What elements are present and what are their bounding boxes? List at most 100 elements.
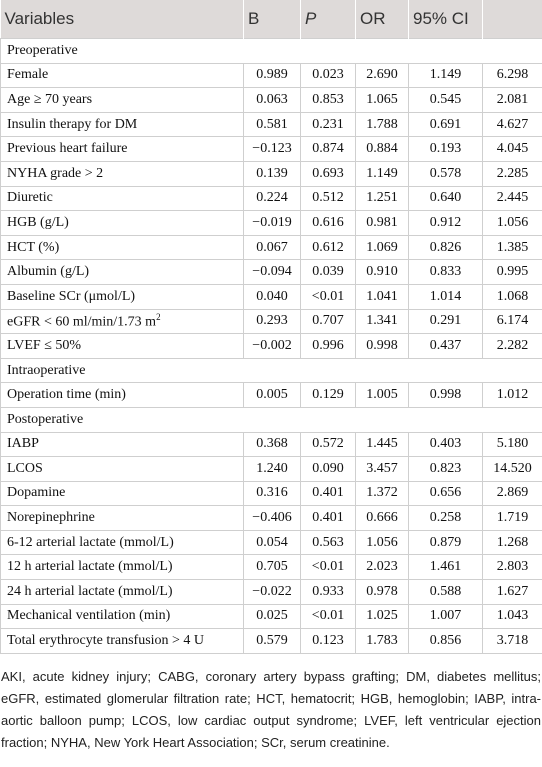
value-cell: 3.457 <box>355 456 409 482</box>
value-cell: 0.996 <box>300 333 356 359</box>
data-row: HCT (%) 0.067 0.612 1.069 0.826 1.385 <box>0 234 542 261</box>
value-cell: 4.627 <box>482 111 542 138</box>
value-cell: 0.981 <box>355 210 409 236</box>
value-cell: 0.884 <box>355 136 409 162</box>
data-row: Total erythrocyte transfusion > 4 U 0.579… <box>0 628 542 654</box>
section-name: Preoperative <box>0 38 542 64</box>
label-text: HCT (%) <box>7 239 60 255</box>
data-row: IABP 0.368 0.572 1.445 0.403 5.180 <box>0 431 542 458</box>
value-cell: 0.139 <box>243 160 301 187</box>
value-cell: 0.578 <box>408 160 483 187</box>
data-row: NYHA grade > 2 0.139 0.693 1.149 0.578 2.285 <box>0 160 542 187</box>
value-cell: −0.002 <box>243 333 301 359</box>
value-cell: 0.316 <box>243 480 301 507</box>
row-label: Norepinephrine <box>0 505 244 531</box>
value-cell: 0.063 <box>243 87 301 113</box>
section-row: Postoperative <box>0 406 542 433</box>
row-label: HGB (g/L) <box>0 210 244 236</box>
value-cell: 1.783 <box>355 628 409 654</box>
value-cell: 0.707 <box>300 308 356 335</box>
value-cell: 0.705 <box>243 554 301 581</box>
row-label: Albumin (g/L) <box>0 259 244 285</box>
row-label: eGFR < 60 ml/min/1.73 m2 <box>0 308 244 335</box>
data-row: LVEF ≤ 50% −0.002 0.996 0.998 0.437 2.282 <box>0 333 542 359</box>
label-text: Age ≥ 70 years <box>7 91 93 107</box>
value-cell: 1.065 <box>355 87 409 113</box>
value-cell: 0.978 <box>355 579 409 605</box>
value-cell: 0.025 <box>243 603 301 630</box>
row-label: Age ≥ 70 years <box>0 87 244 113</box>
row-label: Previous heart failure <box>0 136 244 162</box>
value-cell: 0.933 <box>300 579 356 605</box>
value-cell: −0.019 <box>243 210 301 236</box>
footnote: AKI, acute kidney injury; CABG, coronary… <box>1 668 541 750</box>
label-text: Total erythrocyte transfusion > 4 U <box>7 633 205 649</box>
value-cell: 0.856 <box>408 628 483 654</box>
value-cell: 1.041 <box>355 283 409 310</box>
data-row: 24 h arterial lactate (mmol/L) −0.022 0.93… <box>0 579 542 605</box>
value-cell: 0.258 <box>408 505 483 531</box>
label-text: Insulin therapy for DM <box>7 116 138 132</box>
value-cell: 1.251 <box>355 185 409 212</box>
value-cell: 1.149 <box>355 160 409 187</box>
row-label: Dopamine <box>0 480 244 507</box>
value-cell: <0.01 <box>300 283 356 310</box>
value-cell: 0.023 <box>300 62 356 89</box>
value-cell: 0.545 <box>408 87 483 113</box>
section-row: Preoperative <box>0 38 542 64</box>
row-label: Total erythrocyte transfusion > 4 U <box>0 628 244 654</box>
row-label: 24 h arterial lactate (mmol/L) <box>0 579 244 605</box>
value-cell: 0.581 <box>243 111 301 138</box>
value-cell: 2.282 <box>482 333 542 359</box>
value-cell: 1.043 <box>482 603 542 630</box>
value-cell: 0.826 <box>408 234 483 261</box>
label-text: LVEF ≤ 50% <box>7 337 82 353</box>
label-text: Dopamine <box>7 485 66 501</box>
value-cell: 0.123 <box>300 628 356 654</box>
value-cell: 0.512 <box>300 185 356 212</box>
header-cell: OR <box>355 0 409 39</box>
value-cell: 0.090 <box>300 456 356 482</box>
row-label: 12 h arterial lactate (mmol/L) <box>0 554 244 581</box>
data-row: Previous heart failure −0.123 0.874 0.884 0.… <box>0 136 542 162</box>
label-text: NYHA grade > 2 <box>7 165 104 181</box>
value-cell: 1.372 <box>355 480 409 507</box>
value-cell: 0.998 <box>408 382 483 408</box>
row-label: HCT (%) <box>0 234 244 261</box>
label-text: eGFR < 60 ml/min/1.73 m <box>7 314 157 330</box>
header-cell: Variables <box>0 0 244 39</box>
value-cell: 0.612 <box>300 234 356 261</box>
value-cell: 0.616 <box>300 210 356 236</box>
value-cell: 2.690 <box>355 62 409 89</box>
value-cell: 1.012 <box>482 382 542 408</box>
results-table: Variables B P OR 95% CI Preoperative Female 0.… <box>0 0 542 654</box>
value-cell: 0.401 <box>300 480 356 507</box>
data-row: LCOS 1.240 0.090 3.457 0.823 14.520 <box>0 456 542 482</box>
value-cell: 1.014 <box>408 283 483 310</box>
section-name: Postoperative <box>0 406 542 433</box>
value-cell: 0.853 <box>300 87 356 113</box>
value-cell: 1.069 <box>355 234 409 261</box>
value-cell: 14.520 <box>482 456 542 482</box>
value-cell: −0.094 <box>243 259 301 285</box>
label-text: Previous heart failure <box>7 141 128 157</box>
header-cell <box>482 0 542 39</box>
data-row: Mechanical ventilation (min) 0.025 <0.01 1.… <box>0 603 542 630</box>
data-row: Female 0.989 0.023 2.690 1.149 6.298 <box>0 62 542 89</box>
value-cell: 4.045 <box>482 136 542 162</box>
label-text: 12 h arterial lactate (mmol/L) <box>7 559 173 575</box>
value-cell: 0.833 <box>408 259 483 285</box>
data-row: Norepinephrine −0.406 0.401 0.666 0.258 1.719 <box>0 505 542 531</box>
row-label: Operation time (min) <box>0 382 244 408</box>
value-cell: 2.445 <box>482 185 542 212</box>
label-sup: 2 <box>156 312 161 322</box>
value-cell: 2.285 <box>482 160 542 187</box>
data-row: Albumin (g/L) −0.094 0.039 0.910 0.833 0.995 <box>0 259 542 285</box>
value-cell: 0.691 <box>408 111 483 138</box>
value-cell: 0.129 <box>300 382 356 408</box>
row-label: LVEF ≤ 50% <box>0 333 244 359</box>
data-row: Baseline SCr (μmol/L) 0.040 <0.01 1.041 1.01… <box>0 283 542 310</box>
value-cell: 3.718 <box>482 628 542 654</box>
value-cell: 0.693 <box>300 160 356 187</box>
value-cell: 0.823 <box>408 456 483 482</box>
